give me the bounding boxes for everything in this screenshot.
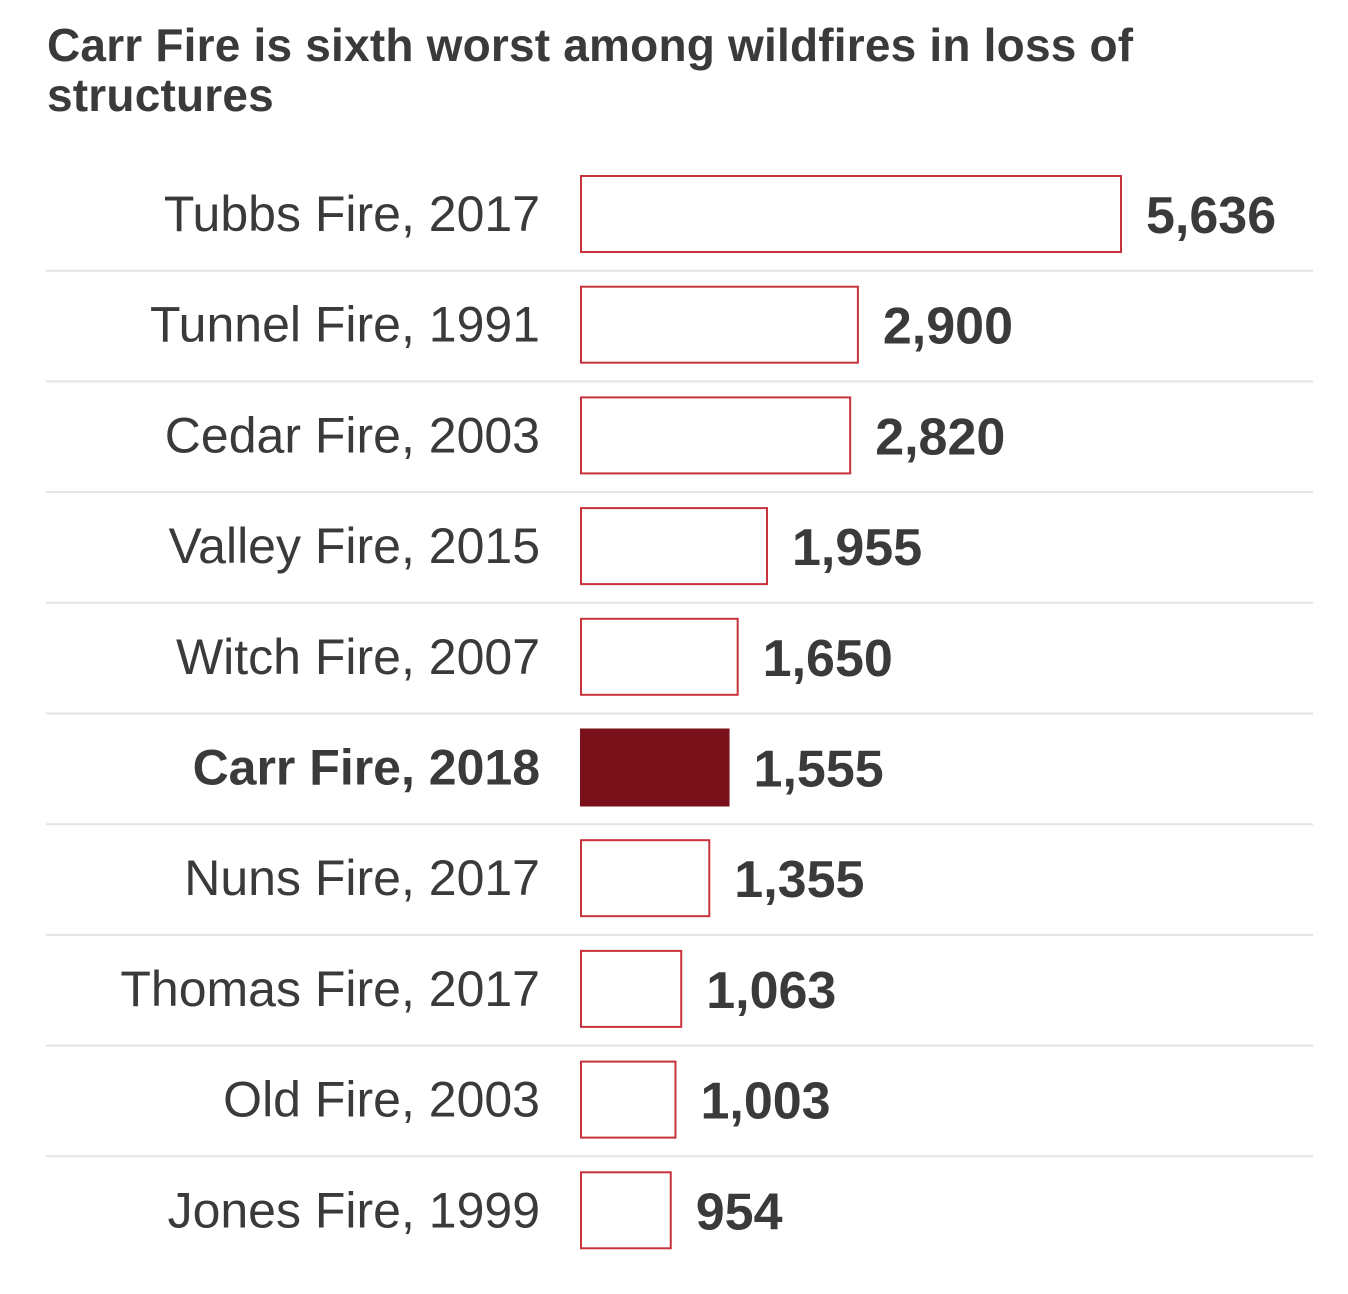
value-label: 2,820: [875, 408, 1005, 466]
value-label: 1,355: [734, 851, 864, 909]
category-label: Witch Fire, 2007: [176, 629, 540, 685]
bar-highlighted: [580, 728, 730, 807]
category-label: Cedar Fire, 2003: [165, 407, 540, 463]
value-label: 2,900: [883, 298, 1013, 356]
category-label: Old Fire, 2003: [223, 1072, 540, 1128]
bar: [580, 285, 859, 364]
category-label: Tunnel Fire, 1991: [150, 297, 540, 353]
bar: [580, 839, 711, 918]
category-label: Nuns Fire, 2017: [184, 850, 540, 906]
category-label: Jones Fire, 1999: [168, 1182, 540, 1238]
bar: [580, 396, 852, 475]
category-label: Carr Fire, 2018: [193, 740, 540, 796]
bar: [580, 1171, 672, 1250]
category-label: Thomas Fire, 2017: [120, 961, 540, 1017]
category-label: Tubbs Fire, 2017: [164, 186, 540, 242]
category-label: Valley Fire, 2015: [169, 518, 540, 574]
bar: [580, 617, 739, 696]
bar: [580, 175, 1122, 253]
value-label: 1,063: [706, 962, 836, 1020]
value-label: 954: [696, 1183, 783, 1241]
value-label: 1,650: [763, 630, 893, 688]
bar: [580, 949, 683, 1028]
value-label: 1,003: [700, 1073, 830, 1131]
value-label: 1,555: [754, 741, 884, 799]
value-label: 5,636: [1146, 187, 1276, 245]
value-label: 1,955: [792, 519, 922, 577]
chart-title: Carr Fire is sixth worst among wildfires…: [47, 19, 1134, 121]
bar: [580, 507, 769, 586]
bar: [580, 1060, 677, 1139]
